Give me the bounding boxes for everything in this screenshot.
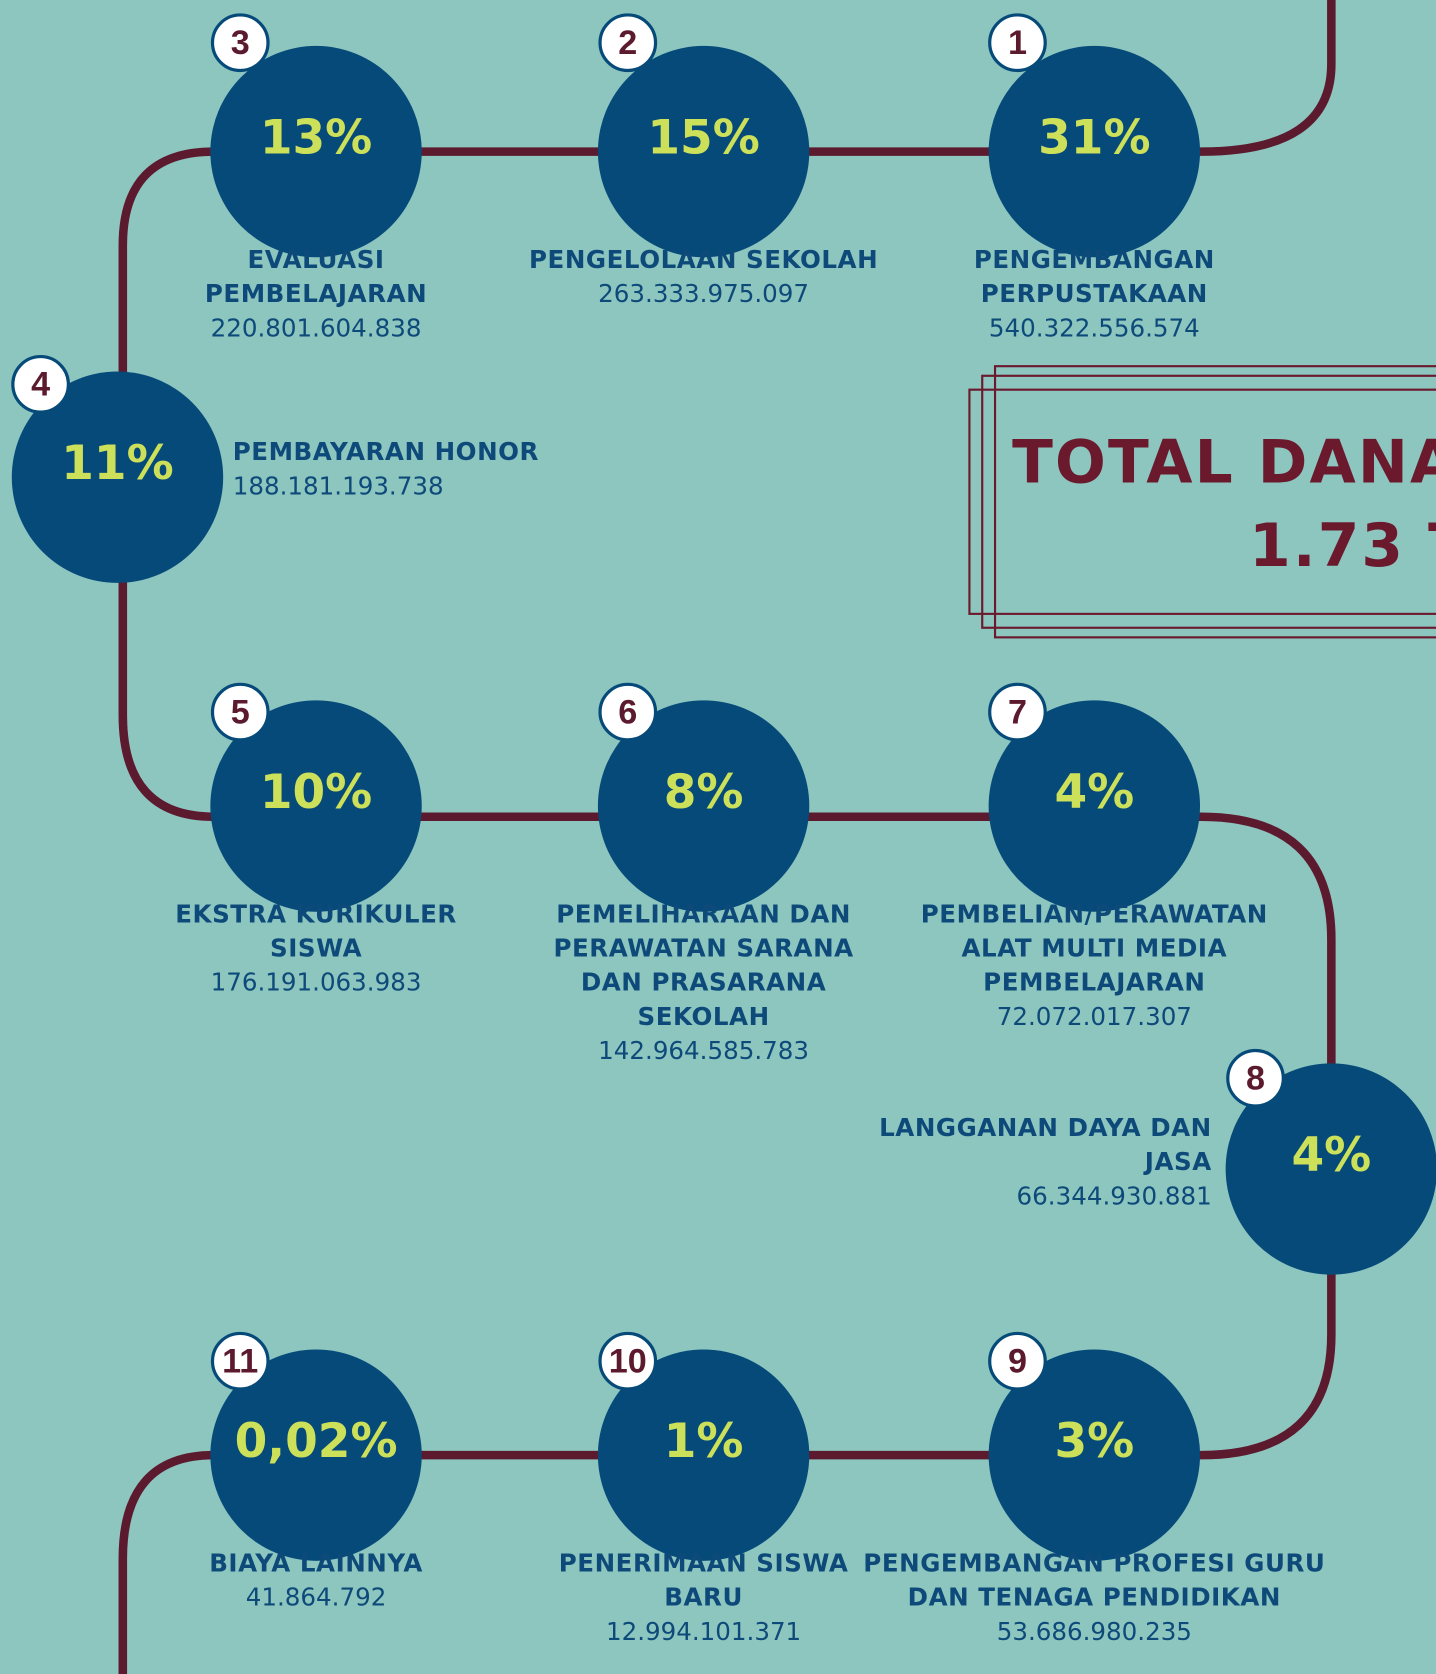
item-label: ALAT MULTI MEDIA — [962, 934, 1228, 963]
item-label: EKSTRA KURIKULER — [175, 899, 457, 928]
item-percent: 4% — [1291, 1128, 1371, 1183]
item-badge — [210, 13, 270, 73]
item-label: PEMBELAJARAN — [983, 968, 1205, 997]
item-amount: 188.181.193.738 — [233, 471, 444, 500]
item-circle — [597, 700, 810, 912]
total-box — [968, 365, 1436, 639]
item-badge — [988, 682, 1047, 742]
item-number: 4 — [31, 366, 50, 404]
item-number: 10 — [609, 1342, 647, 1380]
item-circle — [597, 45, 810, 258]
item-circle — [988, 700, 1201, 912]
item-label: PEMBELIAN/PERAWATAN — [921, 899, 1268, 928]
item-percent: 0,02% — [235, 1414, 398, 1469]
item-number: 9 — [1008, 1342, 1027, 1380]
item-percent: 31% — [1038, 110, 1150, 165]
item-label: SEKOLAH — [638, 1002, 770, 1031]
item-number: 2 — [618, 24, 637, 62]
item-circle — [210, 700, 422, 912]
item-amount: 142.964.585.783 — [598, 1036, 809, 1065]
item-label: DAN TENAGA PENDIDIKAN — [908, 1583, 1281, 1612]
item-badge — [598, 1331, 658, 1391]
item-amount: 12.994.101.371 — [606, 1617, 801, 1646]
item-number: 5 — [231, 693, 250, 731]
item-amount: 66.344.930.881 — [1017, 1181, 1212, 1210]
item-label: BIAYA LAINNYA — [209, 1549, 423, 1578]
item-circle — [210, 1349, 422, 1561]
item-circle — [210, 45, 422, 258]
item-percent: 4% — [1054, 765, 1134, 820]
item-circle — [597, 1349, 810, 1561]
item-label: LANGGANAN DAYA DAN — [879, 1113, 1212, 1142]
item-badge — [210, 682, 270, 742]
item-amount: 53.686.980.235 — [997, 1617, 1192, 1646]
item-label: PERAWATAN SARANA — [553, 934, 853, 963]
item-amount: 41.864.792 — [246, 1583, 387, 1612]
item-circle — [988, 45, 1201, 258]
item-badge — [598, 682, 658, 742]
item-number: 8 — [1246, 1059, 1265, 1097]
item-percent: 11% — [61, 436, 173, 491]
item-badge — [1226, 1048, 1285, 1108]
item-label: PENGELOLAAN SEKOLAH — [529, 245, 878, 274]
item-badge — [988, 1331, 1047, 1391]
item-amount: 540.322.556.574 — [989, 313, 1200, 342]
item-label: PENERIMAAN SISWA — [559, 1549, 849, 1578]
item-badge — [598, 13, 658, 73]
item-number: 3 — [231, 24, 250, 62]
item-label: PENGEMBANGAN PROFESI GURU — [863, 1549, 1325, 1578]
item-percent: 1% — [664, 1414, 744, 1469]
item-badge — [210, 1331, 270, 1391]
item-label: PEMELIHARAAN DAN — [556, 899, 851, 928]
item-percent: 3% — [1054, 1414, 1134, 1469]
item-label: EVALUASI — [247, 245, 384, 274]
item-label: JASA — [1143, 1147, 1212, 1176]
item-circle — [988, 1349, 1201, 1561]
item-circle — [1225, 1063, 1436, 1275]
item-label: PEMBAYARAN HONOR — [233, 437, 539, 466]
item-percent: 10% — [260, 765, 372, 820]
item-percent: 8% — [664, 765, 744, 820]
item-label: BARU — [664, 1583, 743, 1612]
total-title: TOTAL DANA — [1012, 429, 1436, 498]
item-amount: 176.191.063.983 — [211, 968, 422, 997]
total-amount: 1.73 T — [1249, 512, 1436, 581]
item-amount: 72.072.017.307 — [997, 1002, 1192, 1031]
item-number: 6 — [618, 693, 637, 731]
item-circle — [11, 371, 224, 583]
item-amount: 263.333.975.097 — [598, 279, 809, 308]
item-badge — [988, 13, 1047, 73]
item-amount: 220.801.604.838 — [211, 313, 422, 342]
item-number: 11 — [222, 1342, 258, 1380]
item-label: DAN PRASARANA — [581, 968, 826, 997]
item-label: SISWA — [270, 934, 362, 963]
item-percent: 15% — [647, 110, 759, 165]
item-percent: 13% — [260, 110, 372, 165]
item-number: 1 — [1008, 24, 1027, 62]
item-label: PEMBELAJARAN — [205, 279, 427, 308]
item-badge — [11, 354, 70, 414]
item-number: 7 — [1008, 693, 1027, 731]
item-label: PENGEMBANGAN — [974, 245, 1215, 274]
item-label: PERPUSTAKAAN — [981, 279, 1208, 308]
